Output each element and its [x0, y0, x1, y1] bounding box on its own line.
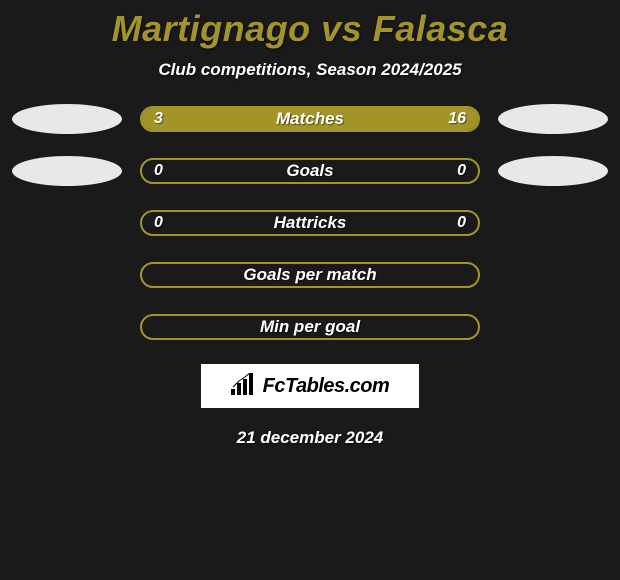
stat-row: 0 0 Hattricks [0, 208, 620, 238]
stat-value-left: 0 [154, 214, 163, 232]
stat-row: Min per goal [0, 312, 620, 342]
stat-row: 0 0 Goals [0, 156, 620, 186]
logo-box[interactable]: FcTables.com [201, 364, 419, 408]
stat-value-right: 0 [457, 162, 466, 180]
stat-value-right: 16 [448, 110, 466, 128]
player1-badge [12, 104, 122, 134]
logo-text: FcTables.com [263, 375, 390, 398]
stat-bar: Min per goal [140, 314, 480, 340]
player2-badge [498, 104, 608, 134]
player1-name: Martignago [112, 8, 311, 49]
stat-bars: 3 16 Matches 0 0 Goals 0 0 Hattricks Goals per ma… [0, 104, 620, 342]
stat-label: Matches [276, 109, 344, 129]
stat-row: 3 16 Matches [0, 104, 620, 134]
player2-name: Falasca [373, 8, 509, 49]
bar-fill-left [142, 108, 196, 130]
stat-bar: 0 0 Goals [140, 158, 480, 184]
player1-badge [12, 156, 122, 186]
stat-row: Goals per match [0, 260, 620, 290]
comparison-card: Martignago vs Falasca Club competitions,… [0, 0, 620, 448]
stat-bar: Goals per match [140, 262, 480, 288]
stat-value-left: 0 [154, 162, 163, 180]
stat-value-left: 3 [154, 110, 163, 128]
bar-chart-icon [231, 373, 259, 400]
subtitle: Club competitions, Season 2024/2025 [0, 60, 620, 80]
stat-label: Min per goal [260, 317, 360, 337]
stat-bar: 0 0 Hattricks [140, 210, 480, 236]
vs-text: vs [321, 8, 362, 49]
stat-label: Hattricks [274, 213, 347, 233]
date-label: 21 december 2024 [0, 428, 620, 448]
stat-value-right: 0 [457, 214, 466, 232]
page-title: Martignago vs Falasca [0, 8, 620, 50]
stat-bar: 3 16 Matches [140, 106, 480, 132]
stat-label: Goals [286, 161, 333, 181]
player2-badge [498, 156, 608, 186]
stat-label: Goals per match [243, 265, 376, 285]
